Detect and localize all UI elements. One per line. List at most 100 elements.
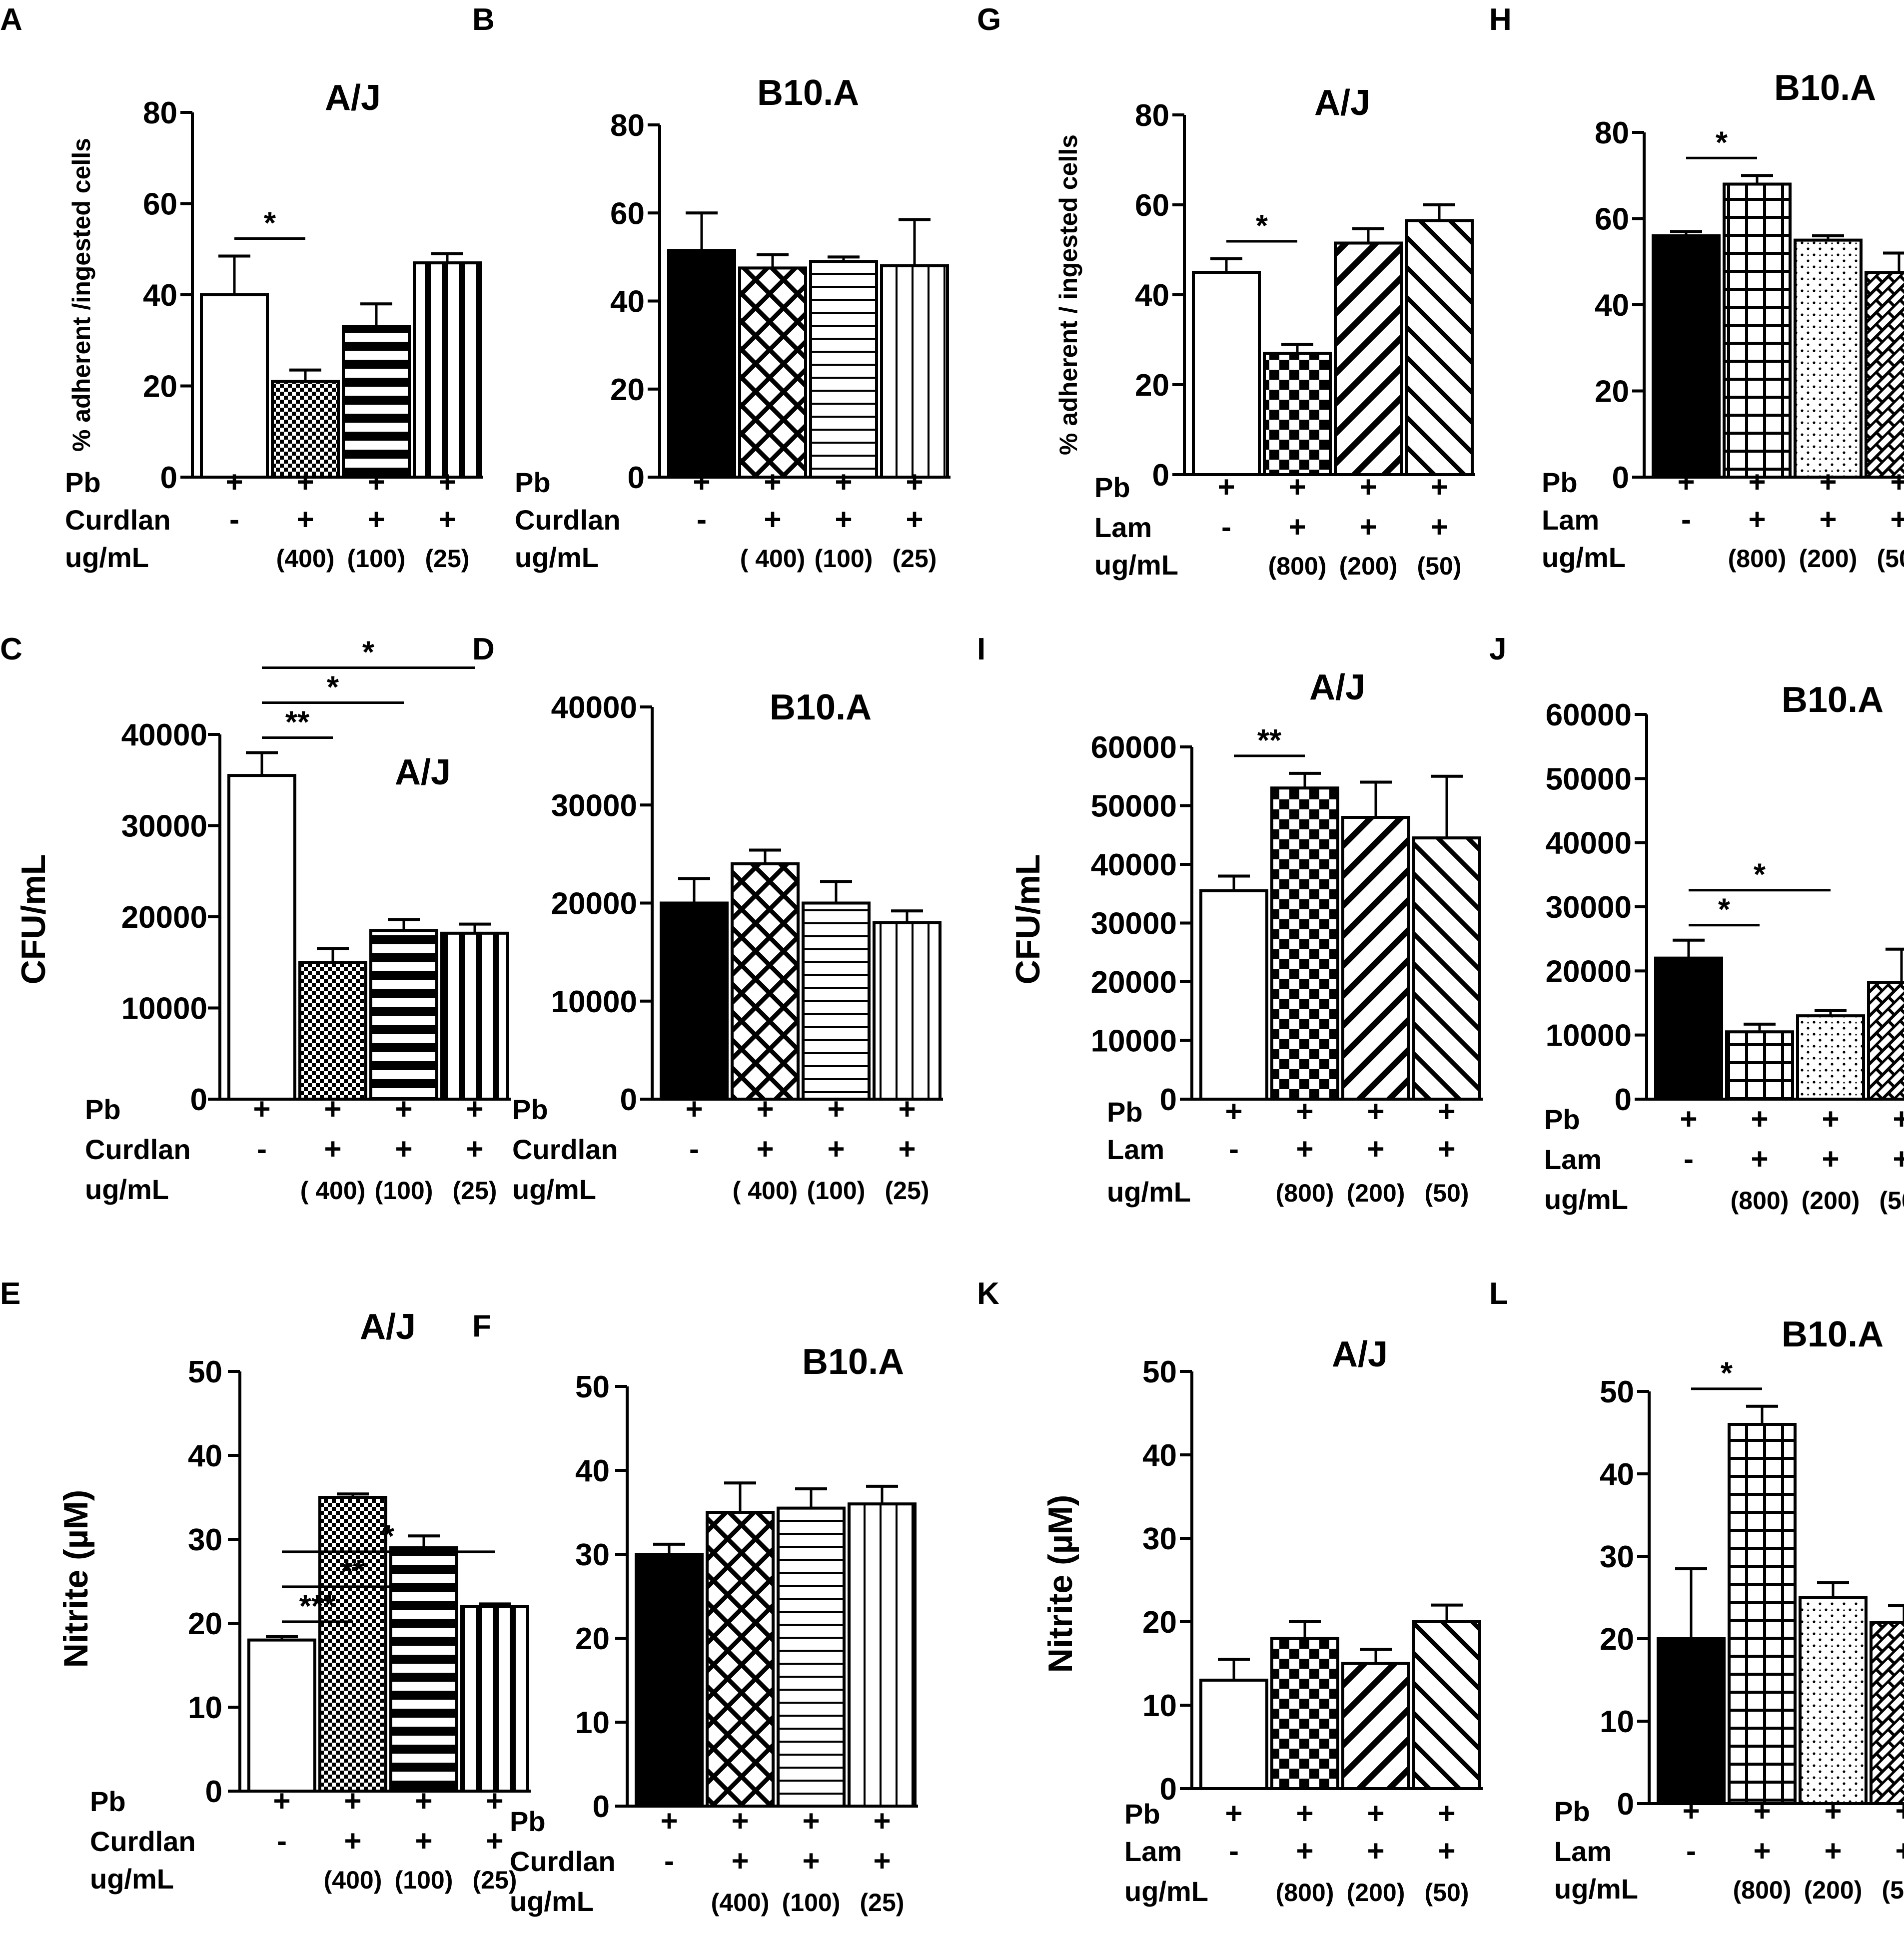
treatment-cell: + bbox=[486, 1824, 503, 1858]
y-tick-label: 60000 bbox=[1546, 698, 1632, 732]
treatment-cell: + bbox=[1438, 1834, 1455, 1868]
treatment-cell: + bbox=[296, 503, 314, 536]
bar bbox=[1341, 1662, 1410, 1790]
treatment-cell: + bbox=[367, 465, 385, 499]
treatment-cell: - bbox=[1229, 1834, 1239, 1868]
chart-title: B10.A bbox=[1774, 68, 1876, 108]
y-tick-label: 20000 bbox=[121, 900, 207, 935]
panel-letter: J bbox=[1489, 632, 1506, 666]
treatment-cell: (800) bbox=[1276, 1179, 1334, 1207]
y-tick-label: 80 bbox=[1135, 98, 1169, 133]
treatment-cell: + bbox=[486, 1784, 503, 1818]
y-axis-label: Nitrite (µM) bbox=[1041, 1495, 1079, 1673]
treatment-cell: + bbox=[466, 1092, 483, 1126]
y-tick-label: 20000 bbox=[1091, 965, 1177, 1000]
y-tick-label: 40000 bbox=[551, 690, 637, 725]
treatment-cell: (50) bbox=[1877, 545, 1904, 573]
treatment-cell: - bbox=[1686, 1834, 1696, 1868]
row-label: ug/mL bbox=[1544, 1184, 1628, 1215]
panel-d: D B10.A 0 10000 20000 30000 40000 Pb + + + + Curdlan… bbox=[472, 632, 943, 1205]
treatment-cell: + bbox=[1367, 1095, 1384, 1128]
y-tick-label: 0 bbox=[593, 1790, 610, 1824]
y-tick-label: 0 bbox=[1160, 1772, 1177, 1807]
significance-label: *** bbox=[299, 1589, 336, 1624]
treatment-cell: + bbox=[1819, 465, 1837, 499]
treatment-cell: (100) bbox=[782, 1889, 841, 1917]
treatment-cell: (800) bbox=[1733, 1876, 1792, 1904]
bar bbox=[460, 1605, 529, 1793]
y-tick-label: 0 bbox=[1615, 1083, 1632, 1117]
y-tick-label: 60000 bbox=[1091, 730, 1177, 765]
row-label: Lam bbox=[1124, 1836, 1182, 1867]
treatment-cell: ( 400) bbox=[733, 1177, 798, 1205]
significance-label: * bbox=[1256, 209, 1268, 243]
treatment-cell: + bbox=[395, 1132, 412, 1166]
bar bbox=[1334, 241, 1403, 476]
bar bbox=[1199, 889, 1268, 1101]
treatment-cell: (200) bbox=[1804, 1876, 1863, 1904]
treatment-cell: + bbox=[1751, 1102, 1768, 1136]
treatment-cell: + bbox=[1296, 1132, 1313, 1166]
treatment-cell: + bbox=[1822, 1102, 1839, 1136]
bar bbox=[440, 931, 509, 1101]
treatment-cell: + bbox=[1819, 503, 1837, 536]
y-tick-label: 0 bbox=[628, 461, 645, 495]
panel-letter: F bbox=[472, 1309, 491, 1343]
treatment-cell: + bbox=[466, 1132, 483, 1166]
panel-letter: B bbox=[472, 2, 495, 37]
treatment-cell: + bbox=[415, 1784, 432, 1818]
bar bbox=[1270, 786, 1339, 1101]
significance-label: ** bbox=[341, 1554, 365, 1589]
significance-label: * bbox=[264, 206, 276, 240]
panel-j: J B10.A 0 10000 20000 30000 40000 50000 60000 * * P… bbox=[1489, 632, 1904, 1215]
y-tick-label: 30000 bbox=[551, 788, 637, 823]
y-tick-label: 0 bbox=[1160, 1083, 1177, 1117]
panel-i: I A/J CFU/mL 0 10000 20000 30000 40000 50000 6000… bbox=[977, 632, 1483, 1208]
treatment-cell: + bbox=[344, 1784, 361, 1818]
y-tick-label: 20 bbox=[188, 1607, 222, 1641]
bar bbox=[389, 1546, 458, 1793]
y-tick-label: 20000 bbox=[551, 887, 637, 921]
treatment-cell: + bbox=[873, 1804, 891, 1838]
y-tick-label: 20 bbox=[575, 1622, 610, 1656]
row-label: Curdlan bbox=[65, 504, 171, 536]
treatment-cell: + bbox=[1748, 465, 1766, 499]
bar bbox=[1270, 1637, 1339, 1790]
bar bbox=[227, 774, 296, 1101]
row-label: Pb bbox=[65, 467, 101, 498]
treatment-cell: + bbox=[906, 503, 923, 536]
y-tick-label: 50000 bbox=[1546, 762, 1632, 796]
chart-title: B10.A bbox=[802, 1342, 904, 1382]
treatment-cell: + bbox=[273, 1784, 290, 1818]
row-label: Pb bbox=[1107, 1096, 1143, 1128]
bar bbox=[1725, 1030, 1794, 1101]
y-tick-label: 60 bbox=[1595, 202, 1629, 237]
row-label: Pb bbox=[1544, 1104, 1580, 1135]
y-tick-label: 40000 bbox=[121, 718, 207, 752]
y-tick-label: 30 bbox=[1142, 1522, 1177, 1556]
panel-letter: L bbox=[1489, 1277, 1508, 1311]
bar bbox=[342, 325, 411, 479]
row-label: ug/mL bbox=[85, 1174, 169, 1205]
y-tick-label: 0 bbox=[205, 1775, 222, 1809]
y-tick-label: 0 bbox=[190, 1083, 207, 1117]
row-label: Lam bbox=[1554, 1836, 1612, 1867]
y-axis-label: Nitrite (µM) bbox=[57, 1490, 95, 1668]
panel-letter: A bbox=[0, 2, 22, 37]
treatment-cell: - bbox=[1684, 1142, 1694, 1176]
y-tick-label: 10 bbox=[188, 1691, 222, 1725]
chart-title: A/J bbox=[360, 1307, 416, 1347]
y-tick-label: 10 bbox=[1142, 1689, 1177, 1723]
bar bbox=[802, 901, 871, 1101]
treatment-cell: (800) bbox=[1728, 545, 1787, 573]
treatment-cell: (25) bbox=[893, 545, 937, 573]
treatment-cell: + bbox=[827, 1132, 845, 1166]
treatment-cell: + bbox=[685, 1092, 703, 1126]
row-label: Pb bbox=[1124, 1798, 1160, 1830]
panel-a: A A/J % adherent /ingested cells 0 20 40 60 80 *… bbox=[0, 2, 483, 573]
treatment-cell: (200) bbox=[1799, 545, 1858, 573]
treatment-cell: - bbox=[697, 503, 707, 536]
treatment-cell: (200) bbox=[1339, 552, 1398, 580]
treatment-cell: (800) bbox=[1276, 1879, 1334, 1907]
treatment-cell: + bbox=[324, 1132, 341, 1166]
